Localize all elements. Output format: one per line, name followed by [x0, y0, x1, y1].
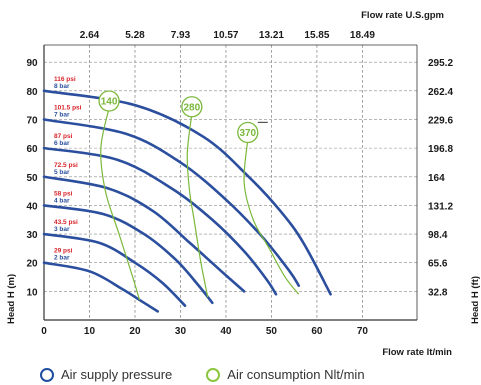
- y-tick-label: 90: [26, 58, 38, 69]
- pressure-curve: [42, 232, 187, 307]
- y-tick-label: 70: [26, 115, 38, 126]
- air-consumption-curves: 140 280 370: [98, 90, 300, 301]
- grid-lines: [44, 45, 417, 320]
- psi-label: 101.5 psi: [54, 104, 82, 111]
- air-consumption-label: 370: [239, 128, 256, 139]
- pressure-curve: [42, 89, 332, 296]
- right-tick-label: 196.8: [428, 144, 453, 155]
- air-consumption-label: 140: [101, 97, 118, 108]
- x-tick-label: 30: [175, 326, 187, 337]
- bar-label: 3 bar: [54, 226, 70, 233]
- bottom-axis-title: Flow rate lt/min: [382, 347, 452, 358]
- pressure-curve: [42, 261, 160, 313]
- x-tick-label: 50: [266, 326, 278, 337]
- psi-label: 58 psi: [54, 190, 73, 197]
- psi-label: 87 psi: [54, 133, 73, 140]
- axes: [43, 44, 418, 321]
- y-tick-label: 30: [26, 230, 38, 241]
- right-axis-title: Head H (ft): [470, 276, 481, 324]
- y-tick-label: 40: [26, 201, 38, 212]
- pressure-curve: [42, 204, 214, 305]
- right-tick-label: 98.4: [428, 230, 448, 241]
- left-axis-title: Head H (m): [6, 274, 17, 324]
- top-tick-label: 7.93: [171, 30, 191, 41]
- blue-ring-icon: [40, 367, 54, 382]
- psi-label: 29 psi: [54, 248, 73, 255]
- legend-item-pressure: Air supply pressure: [40, 367, 172, 382]
- green-ring-icon: [206, 367, 221, 382]
- legend-label-air: Air consumption Nlt/min: [227, 367, 365, 382]
- x-tick-label: 20: [129, 326, 141, 337]
- psi-label: 72.5 psi: [54, 162, 78, 169]
- right-tick-label: 32.8: [428, 287, 448, 298]
- right-tick-label: 131.2: [428, 201, 453, 212]
- air-consumption-bubble: [237, 121, 259, 144]
- top-tick-label: 10.57: [213, 30, 238, 41]
- right-tick-label: 295.2: [428, 58, 453, 69]
- tick-labels: 0 10 20 30 40 50 60 70 2.64 5.28 7.93 10.57 13.21 15.…: [26, 30, 453, 337]
- x-tick-label: 0: [41, 326, 47, 337]
- y-tick-label: 80: [26, 87, 38, 98]
- top-tick-label: 18.49: [350, 30, 375, 41]
- air-consumption-curve: [100, 107, 141, 301]
- bar-label: 2 bar: [54, 255, 70, 262]
- top-tick-label: 5.28: [125, 30, 145, 41]
- right-tick-label: 164: [428, 173, 445, 184]
- x-tick-label: 10: [84, 326, 96, 337]
- legend-label-pressure: Air supply pressure: [61, 367, 173, 382]
- top-tick-label: 2.64: [80, 30, 100, 41]
- pressure-curve: [42, 146, 278, 296]
- y-tick-label: 50: [26, 173, 38, 184]
- right-tick-label: 262.4: [428, 87, 453, 98]
- pressure-curves: [42, 89, 332, 313]
- air-consumption-label: 280: [183, 102, 200, 113]
- y-tick-label: 20: [26, 259, 38, 270]
- top-tick-label: 15.85: [304, 30, 329, 41]
- legend: Air supply pressure Air consumption Nlt/…: [40, 367, 365, 382]
- air-consumption-bubble: [98, 90, 120, 112]
- x-tick-label: 70: [357, 326, 369, 337]
- bar-label: 7 bar: [54, 111, 70, 118]
- bar-label: 4 bar: [54, 197, 70, 204]
- y-tick-label: 60: [26, 144, 38, 155]
- pressure-curve: [42, 175, 246, 293]
- top-tick-label: 13.21: [259, 30, 284, 41]
- pump-performance-chart: 140 280 370 0 10 20 30 40 50 60 70 2.64 5.28 7.93 10.…: [6, 10, 481, 358]
- top-axis-title: Flow rate U.S.gpm: [361, 10, 444, 21]
- y-tick-label: 10: [26, 287, 38, 298]
- legend-item-air: Air consumption Nlt/min: [206, 367, 365, 382]
- air-consumption-curve: [186, 113, 209, 298]
- x-tick-label: 40: [220, 326, 232, 337]
- pressure-curve: [42, 118, 301, 287]
- air-consumption-bubble: [181, 96, 203, 118]
- x-tick-label: 60: [311, 326, 323, 337]
- bar-label: 5 bar: [54, 169, 70, 176]
- right-tick-label: 65.6: [428, 259, 448, 270]
- right-tick-label: 229.6: [428, 115, 453, 126]
- bar-label: 8 bar: [54, 83, 70, 90]
- air-consumption-curve: [243, 139, 300, 295]
- bar-label: 6 bar: [54, 140, 70, 147]
- psi-label: 116 psi: [54, 76, 76, 83]
- psi-label: 43.5 psi: [54, 219, 78, 226]
